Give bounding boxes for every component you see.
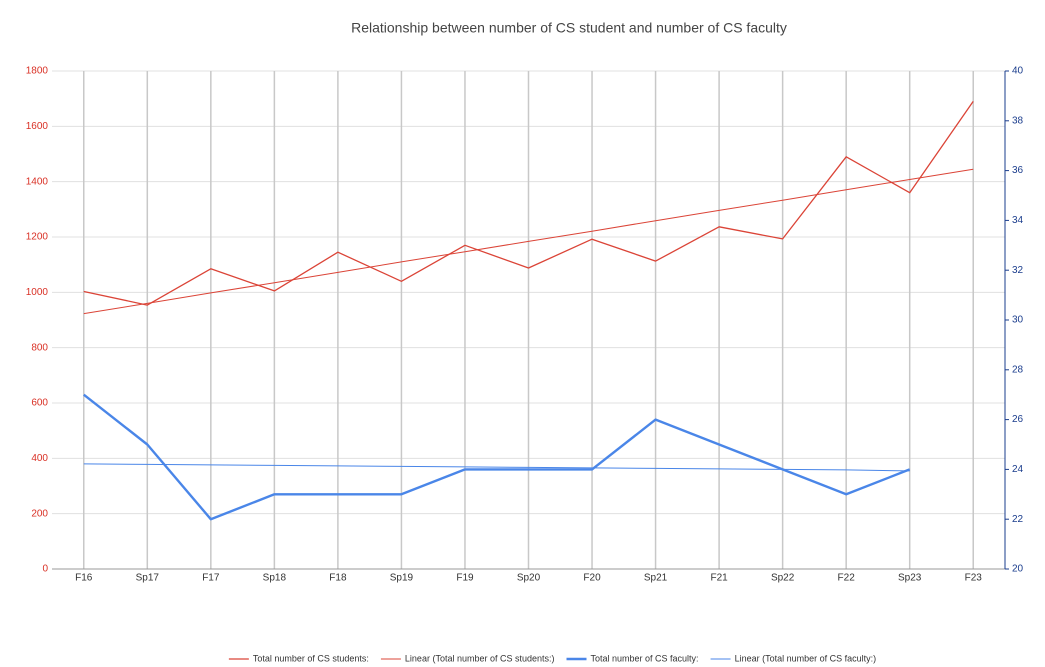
y-tick-label: 1400 (26, 176, 49, 187)
legend-text: Linear (Total number of CS students:) (405, 653, 555, 663)
x-tick-label: Sp20 (517, 573, 541, 584)
series-line (83, 101, 974, 306)
x-tick-label: Sp23 (898, 573, 922, 584)
x-tick-label: F20 (583, 573, 601, 584)
y-tick-label: 200 (31, 508, 48, 519)
y-tick-label: 0 (42, 564, 48, 575)
y-tick-label: 1600 (26, 121, 49, 132)
x-tick-label: Sp21 (644, 573, 668, 584)
x-tick-label: F17 (202, 573, 220, 584)
legend-text: Total number of CS faculty: (591, 653, 699, 663)
x-tick-label: Sp17 (136, 573, 160, 584)
y2-tick-label: 36 (1012, 165, 1024, 176)
x-tick-label: Sp18 (263, 573, 287, 584)
y2-tick-label: 26 (1012, 414, 1024, 425)
y-tick-label: 800 (31, 342, 48, 353)
series-line (83, 463, 910, 472)
chart-title: Relationship between number of CS studen… (351, 20, 787, 36)
x-tick-label: F18 (329, 573, 347, 584)
y2-tick-label: 24 (1012, 464, 1024, 475)
y-tick-label: 1000 (26, 287, 49, 298)
y2-tick-label: 22 (1012, 514, 1024, 525)
y-tick-label: 400 (31, 453, 48, 464)
y2-tick-label: 30 (1012, 315, 1024, 326)
y2-tick-label: 40 (1012, 66, 1024, 77)
y-tick-label: 600 (31, 398, 48, 409)
x-tick-label: F21 (710, 573, 728, 584)
y2-tick-label: 28 (1012, 364, 1024, 375)
x-tick-label: F19 (456, 573, 474, 584)
y2-tick-label: 38 (1012, 115, 1024, 126)
x-tick-label: Sp19 (390, 573, 414, 584)
x-tick-label: F23 (965, 573, 983, 584)
x-tick-label: F22 (838, 573, 856, 584)
series-line (83, 168, 974, 315)
x-tick-label: F16 (75, 573, 93, 584)
series-line (83, 393, 911, 521)
y2-tick-label: 34 (1012, 215, 1024, 226)
y2-tick-label: 32 (1012, 265, 1024, 276)
legend-text: Linear (Total number of CS faculty:) (735, 653, 877, 663)
y2-tick-label: 20 (1012, 564, 1024, 575)
y-tick-label: 1800 (26, 66, 49, 77)
legend-text: Total number of CS students: (253, 653, 369, 663)
x-tick-label: Sp22 (771, 573, 795, 584)
y-tick-label: 1200 (26, 232, 49, 243)
